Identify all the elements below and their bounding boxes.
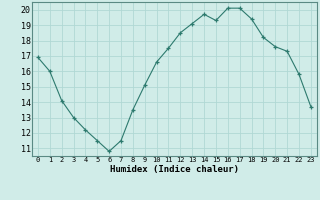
X-axis label: Humidex (Indice chaleur): Humidex (Indice chaleur) <box>110 165 239 174</box>
